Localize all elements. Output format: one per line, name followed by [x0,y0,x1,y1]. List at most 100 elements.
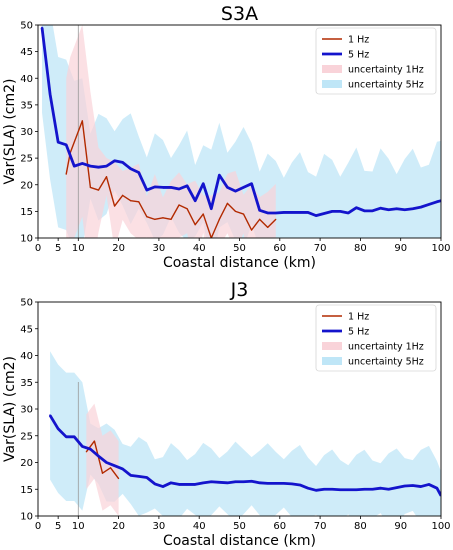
y-tick-label: 25 [20,154,33,165]
series-1hz-point [146,216,148,218]
series-1hz-point [113,205,116,207]
uncertainty-1hz-band [66,25,276,238]
x-tick-label: 0 [35,243,41,254]
series-1hz-point [130,200,132,202]
legend-5hz-label: 5 Hz [348,327,369,338]
legend-uncertainty-1hz-label: uncertainty 1Hz [348,342,424,353]
y-tick-label: 45 [20,47,33,58]
series-5hz-point [435,487,438,490]
series-1hz-point [85,451,87,453]
series-5hz-point [161,485,164,488]
series-1hz-point [234,210,237,212]
series-5hz-point [145,189,148,192]
series-5hz-line [48,414,441,497]
x-tick-label: 30 [153,243,166,254]
series-1hz-point [162,217,164,219]
series-5hz-point [339,488,342,491]
series-1hz-point [218,218,220,220]
x-tick-label: 40 [193,521,206,532]
series-1hz-point [170,218,172,220]
series-5hz-point [234,190,237,193]
legend-uncertainty-5hz-label: uncertainty 5Hz [348,357,424,368]
y-tick-label: 45 [20,324,33,335]
x-tick-label: 20 [112,521,125,532]
y-tick-label: 30 [20,127,33,138]
series-5hz-point [355,488,358,491]
series-5hz-point [129,167,132,170]
series-5hz-point [194,199,197,202]
series-1hz-point [186,208,188,210]
series-5hz-point [97,166,100,169]
series-5hz-point [266,482,269,485]
series-5hz-point [355,206,358,209]
y-tick-label: 40 [20,351,33,362]
series-5hz-point [242,480,245,483]
x-tick-label: 100 [431,243,450,254]
series-1hz-point [194,224,196,226]
x-tick-label: 0 [35,521,41,532]
y-tick-label: 15 [20,485,33,496]
series-5hz-point [379,207,382,210]
y-axis-label: Var(SLA) (cm2) [2,356,18,462]
series-1hz-point [109,467,112,469]
legend-uncertainty-5hz-swatch [322,80,342,88]
series-5hz-point [113,464,116,467]
series-5hz-point [81,162,84,165]
series-5hz-point [210,207,213,210]
x-tick-label: 30 [153,521,166,532]
series-5hz-point [137,475,140,478]
series-5hz-point [234,480,237,483]
series-5hz-point [49,414,52,417]
series-1hz-point [65,173,67,175]
series-5hz-point [186,184,189,187]
x-axis-label: Coastal distance (km) [163,533,316,549]
series-5hz-point [57,141,60,144]
series-5hz-point [153,185,156,188]
chart-panel-J3: 0 5 10 20 30 40 50 60 70 80 90 100 10 15 20 25 30 35 40 45 5… [2,279,451,549]
series-5hz-point [363,488,366,491]
series-1hz-point [122,194,124,196]
x-tick-label: 90 [394,521,407,532]
y-tick-label: 25 [20,431,33,442]
series-5hz-point [105,165,108,168]
series-5hz-point [41,26,44,29]
series-1hz-point [275,218,277,220]
y-tick-label: 20 [20,180,33,191]
series-5hz-point [387,488,390,491]
legend-uncertainty-5hz-label: uncertainty 5Hz [348,80,424,91]
series-5hz-point [137,171,140,174]
series-1hz-point [93,440,96,442]
x-tick-label: 80 [354,521,367,532]
series-5hz-point [347,211,350,214]
series-5hz-point [323,212,326,215]
series-5hz-point [169,186,172,189]
series-5hz-point [395,207,398,210]
series-5hz-point [129,474,132,477]
y-tick-label: 35 [20,378,33,389]
legend-uncertainty-1hz-swatch [322,65,342,73]
y-axis-label: Var(SLA) (cm2) [2,79,18,185]
series-1hz-point [118,477,120,480]
series-5hz-point [363,209,366,212]
series-5hz-point [161,186,164,189]
series-5hz-point [89,448,92,451]
y-tick-label: 15 [20,207,33,218]
series-5hz-point [371,209,374,212]
x-tick-label: 60 [273,243,286,254]
series-5hz-point [403,485,406,488]
series-1hz-point [259,218,261,220]
series-5hz-point [290,211,293,214]
x-tick-label: 10 [72,243,85,254]
legend-1hz-label: 1 Hz [348,35,369,46]
series-5hz-point [315,489,318,492]
x-tick-label: 20 [112,243,125,254]
y-tick-label: 30 [20,405,33,416]
series-5hz-point [250,182,253,185]
y-tick-label: 35 [20,100,33,111]
series-5hz-point [427,203,430,206]
series-5hz-point [105,461,108,464]
series-5hz-point [153,482,156,485]
series-5hz-point [202,481,205,484]
x-tick-label: 10 [72,521,85,532]
